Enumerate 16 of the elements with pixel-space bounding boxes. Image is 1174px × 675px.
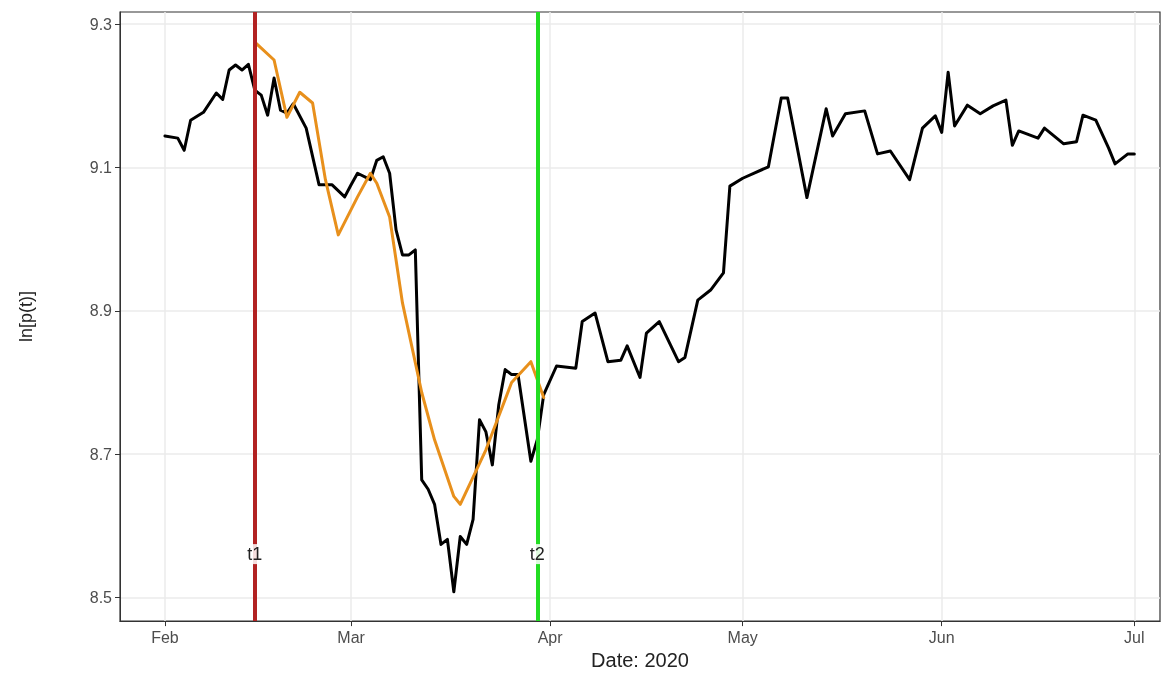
y-axis-title: ln[p(t)] [16,291,36,343]
ref-line-label: t1 [247,544,263,565]
x-tick-label: Mar [337,628,366,646]
x-tick-label: Jun [928,628,955,646]
y-tick-label: 8.7 [89,445,113,463]
x-tick-label: Feb [151,628,179,646]
x-tick-label: May [727,628,758,646]
line-series [163,62,1136,594]
ref-line-label: t2 [529,544,545,565]
x-tick-label: Jul [1124,628,1145,646]
y-tick-label: 9.3 [89,15,113,33]
y-tick-label: 9.1 [89,159,113,176]
y-tick-label: 8.5 [89,588,113,606]
x-tick-label: Apr [537,628,564,646]
x-axis-title: Date: 2020 [591,649,689,671]
y-tick-label: 8.9 [89,302,113,320]
